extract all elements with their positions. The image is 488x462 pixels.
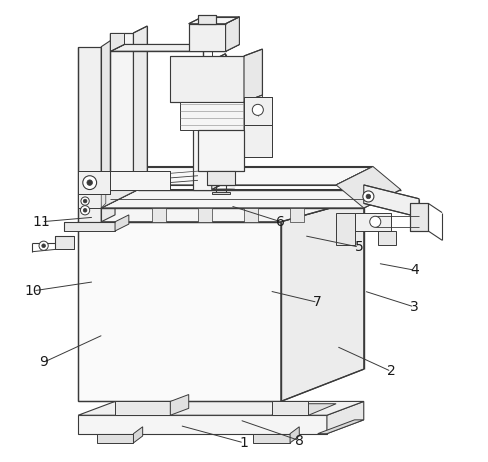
Polygon shape [198,208,212,222]
Text: 2: 2 [387,365,396,378]
Circle shape [83,208,87,212]
Polygon shape [110,44,240,51]
Polygon shape [244,208,258,222]
Polygon shape [364,185,419,217]
Polygon shape [110,33,133,189]
Polygon shape [244,125,272,157]
Polygon shape [170,395,189,415]
Text: 4: 4 [410,263,419,277]
Polygon shape [78,189,115,208]
Circle shape [87,180,92,185]
Polygon shape [101,189,401,208]
Text: 3: 3 [410,300,419,314]
Polygon shape [115,401,170,415]
Polygon shape [212,192,230,194]
Polygon shape [189,17,240,24]
Polygon shape [78,171,110,194]
Text: 7: 7 [313,295,322,310]
Polygon shape [290,427,299,443]
Polygon shape [378,231,396,245]
Polygon shape [290,208,304,222]
Polygon shape [180,102,244,130]
Polygon shape [110,171,170,189]
Text: 10: 10 [24,284,42,298]
Circle shape [252,104,264,116]
Circle shape [366,194,371,199]
Polygon shape [115,215,129,231]
Text: 1: 1 [240,436,248,450]
Polygon shape [189,24,225,51]
Polygon shape [336,213,355,245]
Polygon shape [281,199,364,401]
Polygon shape [198,14,216,24]
Text: 11: 11 [33,215,50,229]
Polygon shape [78,415,327,434]
Polygon shape [355,213,391,231]
Polygon shape [410,203,428,231]
Polygon shape [133,427,142,443]
Circle shape [39,241,48,250]
Polygon shape [78,47,101,222]
Polygon shape [193,61,212,189]
Circle shape [83,176,97,189]
Polygon shape [64,222,115,231]
Polygon shape [207,171,235,185]
Polygon shape [78,199,364,222]
Polygon shape [78,401,364,415]
Circle shape [83,199,87,203]
Polygon shape [272,404,336,415]
Polygon shape [253,434,290,443]
Polygon shape [244,95,263,130]
Polygon shape [225,17,240,51]
Polygon shape [55,236,74,249]
Polygon shape [152,208,166,222]
Polygon shape [106,166,373,185]
Polygon shape [170,56,244,102]
Circle shape [42,244,45,248]
Polygon shape [110,33,124,51]
Text: 5: 5 [355,240,364,254]
Circle shape [81,197,89,205]
Circle shape [81,206,90,215]
Polygon shape [327,401,364,434]
Polygon shape [244,97,272,125]
Bar [272,401,308,415]
Polygon shape [133,26,147,189]
Polygon shape [101,166,142,208]
Text: 8: 8 [295,433,304,448]
Polygon shape [318,420,364,434]
Polygon shape [198,130,244,171]
Circle shape [370,216,381,227]
Polygon shape [336,166,401,208]
Polygon shape [101,185,106,208]
Circle shape [363,191,374,202]
Polygon shape [101,37,115,222]
Polygon shape [212,54,225,189]
Polygon shape [78,222,281,401]
Text: 9: 9 [39,355,48,369]
Polygon shape [244,49,263,102]
Text: 6: 6 [276,215,285,229]
Polygon shape [97,434,133,443]
